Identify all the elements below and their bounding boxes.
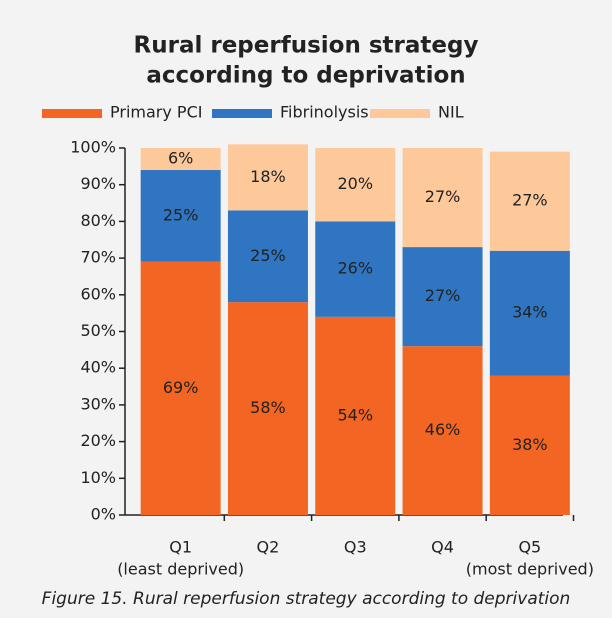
bar-segment <box>227 302 308 515</box>
value-label: 25% <box>250 246 286 265</box>
legend-swatch <box>370 109 430 118</box>
y-tick-label: 90% <box>80 174 116 193</box>
bar-segment <box>140 261 221 515</box>
value-label: 69% <box>163 378 199 397</box>
x-tick-label: Q4 <box>431 538 454 557</box>
x-tick-label: (most deprived) <box>466 560 594 579</box>
y-tick-label: 30% <box>80 394 116 413</box>
value-label: 27% <box>425 286 461 305</box>
caption: Figure 15. Rural reperfusion strategy ac… <box>42 589 571 609</box>
chart-title: according to deprivation <box>146 63 465 89</box>
legend-swatch <box>42 109 102 118</box>
value-label: 20% <box>337 174 373 193</box>
bar-segment <box>315 148 396 222</box>
value-label: 46% <box>425 420 461 439</box>
legend-label: NIL <box>438 103 464 122</box>
bar-segment <box>489 375 570 515</box>
bar-segment <box>402 148 483 248</box>
y-tick-label: 70% <box>80 248 116 267</box>
value-label: 54% <box>337 405 373 424</box>
x-tick-label: Q1 <box>169 538 192 557</box>
bar-segment <box>315 221 396 317</box>
legend-label: Primary PCI <box>110 103 202 122</box>
y-tick-label: 80% <box>80 211 116 230</box>
value-label: 38% <box>512 435 548 454</box>
bar-segment <box>402 247 483 347</box>
value-label: 25% <box>163 205 199 224</box>
bar-segment <box>489 250 570 376</box>
y-tick-label: 100% <box>70 138 116 157</box>
bar-segment <box>140 170 221 262</box>
value-label: 6% <box>168 149 193 168</box>
y-tick-label: 10% <box>80 468 116 487</box>
legend-label: Fibrinolysis <box>280 103 369 122</box>
x-tick-label: Q3 <box>344 538 367 557</box>
bar-segment <box>489 151 570 251</box>
value-label: 27% <box>425 187 461 206</box>
x-tick-label: Q2 <box>257 538 280 557</box>
bar-segment <box>140 148 221 171</box>
bar-segment <box>227 144 308 211</box>
value-label: 27% <box>512 191 548 210</box>
value-label: 26% <box>337 259 373 278</box>
x-tick-label: (least deprived) <box>117 560 244 579</box>
value-label: 18% <box>250 167 286 186</box>
legend-swatch <box>212 109 272 118</box>
x-tick-label: Q5 <box>518 538 541 557</box>
chart-title: Rural reperfusion strategy <box>134 33 479 59</box>
y-tick-label: 20% <box>80 431 116 450</box>
bar-segment <box>402 346 483 515</box>
bar-segment <box>227 210 308 303</box>
value-label: 34% <box>512 303 548 322</box>
y-tick-label: 40% <box>80 358 116 377</box>
bar-segment <box>315 316 396 515</box>
value-label: 58% <box>250 398 286 417</box>
y-tick-label: 60% <box>80 284 116 303</box>
y-tick-label: 50% <box>80 321 116 340</box>
y-tick-label: 0% <box>91 505 116 524</box>
